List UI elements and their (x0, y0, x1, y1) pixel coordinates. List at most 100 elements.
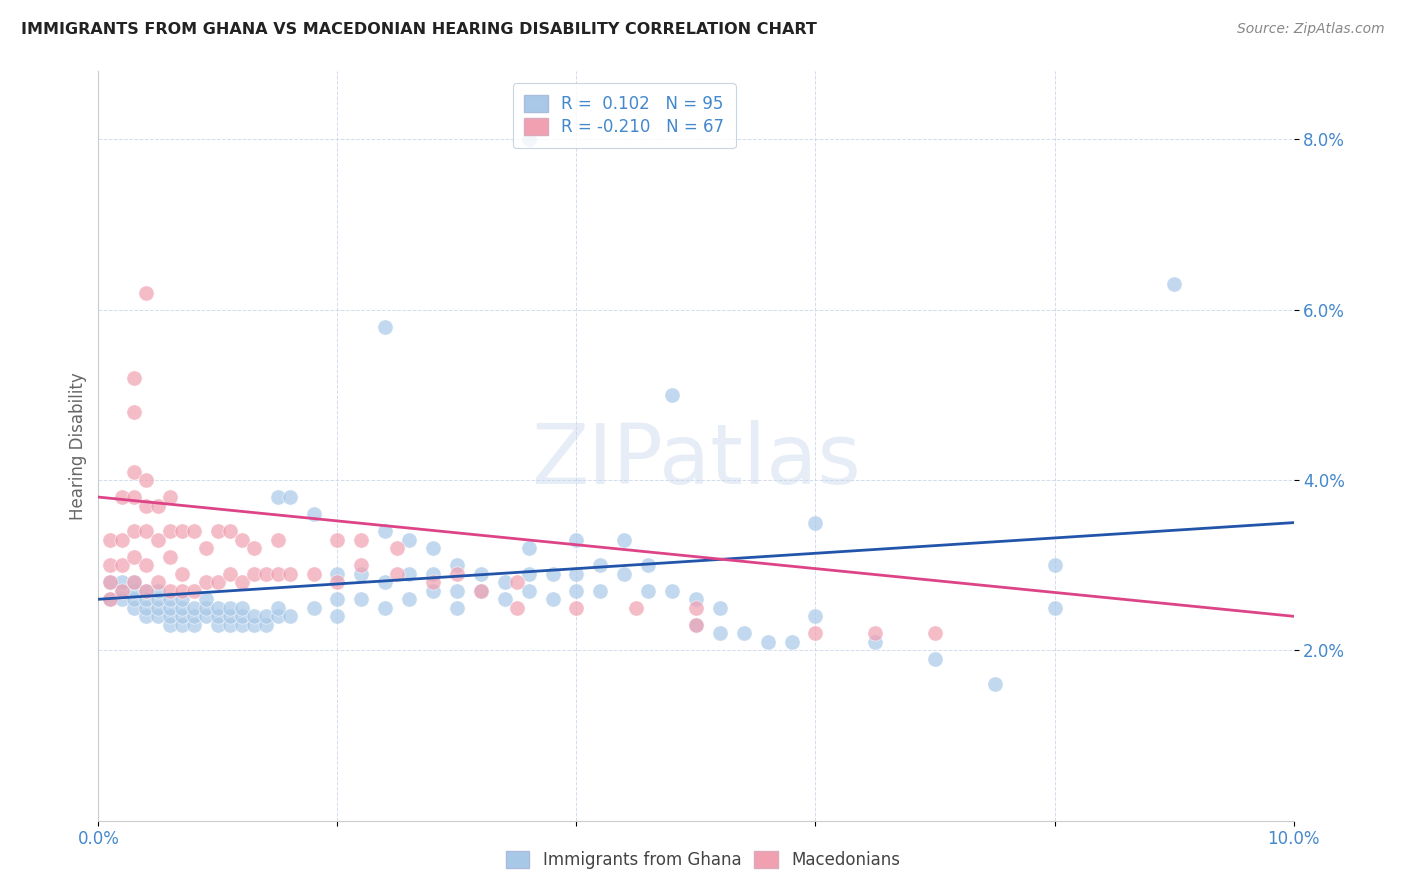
Point (446, 600, 468, 615)
Point (98, 558, 122, 573)
Point (124, 490, 146, 504)
Point (111, 592, 134, 607)
Point (374, 319, 396, 334)
Point (111, 583, 134, 598)
Point (517, 583, 540, 598)
Point (231, 609, 253, 624)
Point (398, 533, 420, 547)
Point (350, 592, 373, 607)
Point (517, 132, 540, 146)
Point (494, 592, 516, 607)
Point (865, 626, 887, 640)
Point (159, 490, 181, 504)
Point (183, 617, 205, 632)
Point (207, 600, 229, 615)
Point (326, 609, 349, 624)
Point (195, 609, 218, 624)
Point (422, 541, 444, 556)
Point (446, 583, 468, 598)
Point (243, 541, 266, 556)
Y-axis label: Hearing Disability: Hearing Disability (69, 372, 87, 520)
Point (756, 635, 779, 649)
Point (637, 558, 659, 573)
Point (685, 617, 707, 632)
Point (924, 652, 946, 666)
Point (219, 609, 242, 624)
Point (183, 524, 205, 538)
Point (685, 617, 707, 632)
Point (231, 575, 253, 590)
Point (267, 490, 290, 504)
Point (422, 583, 444, 598)
Point (148, 609, 170, 624)
Point (195, 600, 218, 615)
Point (124, 371, 146, 385)
Point (613, 533, 636, 547)
Legend: R =  0.102   N = 95, R = -0.210   N = 67: R = 0.102 N = 95, R = -0.210 N = 67 (513, 84, 735, 148)
Point (685, 600, 707, 615)
Point (159, 583, 181, 598)
Point (326, 592, 349, 607)
Point (231, 533, 253, 547)
Text: Source: ZipAtlas.com: Source: ZipAtlas.com (1237, 22, 1385, 37)
Point (124, 600, 146, 615)
Point (135, 592, 157, 607)
Point (924, 626, 946, 640)
Point (124, 575, 146, 590)
Point (613, 566, 636, 581)
Point (207, 617, 229, 632)
Point (398, 592, 420, 607)
Point (326, 566, 349, 581)
Point (135, 609, 157, 624)
Point (159, 524, 181, 538)
Point (172, 609, 194, 624)
Point (172, 617, 194, 632)
Point (470, 583, 492, 598)
Point (589, 558, 612, 573)
Point (804, 516, 827, 530)
Point (183, 600, 205, 615)
Point (565, 583, 588, 598)
Point (98, 592, 122, 607)
Point (183, 609, 205, 624)
Point (98, 592, 122, 607)
Point (183, 583, 205, 598)
Point (172, 583, 194, 598)
Point (207, 609, 229, 624)
Point (148, 592, 170, 607)
Point (98, 575, 122, 590)
Point (207, 524, 229, 538)
Point (470, 583, 492, 598)
Point (243, 566, 266, 581)
Point (661, 388, 683, 402)
Point (733, 626, 755, 640)
Point (148, 583, 170, 598)
Point (267, 600, 290, 615)
Point (231, 600, 253, 615)
Point (709, 626, 731, 640)
Point (159, 617, 181, 632)
Point (135, 600, 157, 615)
Point (135, 558, 157, 573)
Point (172, 524, 194, 538)
Point (172, 592, 194, 607)
Point (494, 575, 516, 590)
Text: IMMIGRANTS FROM GHANA VS MACEDONIAN HEARING DISABILITY CORRELATION CHART: IMMIGRANTS FROM GHANA VS MACEDONIAN HEAR… (21, 22, 817, 37)
Point (446, 558, 468, 573)
Point (350, 566, 373, 581)
Point (148, 575, 170, 590)
Point (385, 566, 409, 581)
Point (780, 635, 803, 649)
Point (517, 541, 540, 556)
Point (267, 533, 290, 547)
Point (148, 499, 170, 513)
Point (326, 533, 349, 547)
Point (446, 566, 468, 581)
Point (124, 575, 146, 590)
Point (267, 609, 290, 624)
Point (637, 583, 659, 598)
Point (219, 566, 242, 581)
Point (172, 600, 194, 615)
Point (541, 592, 564, 607)
Point (159, 600, 181, 615)
